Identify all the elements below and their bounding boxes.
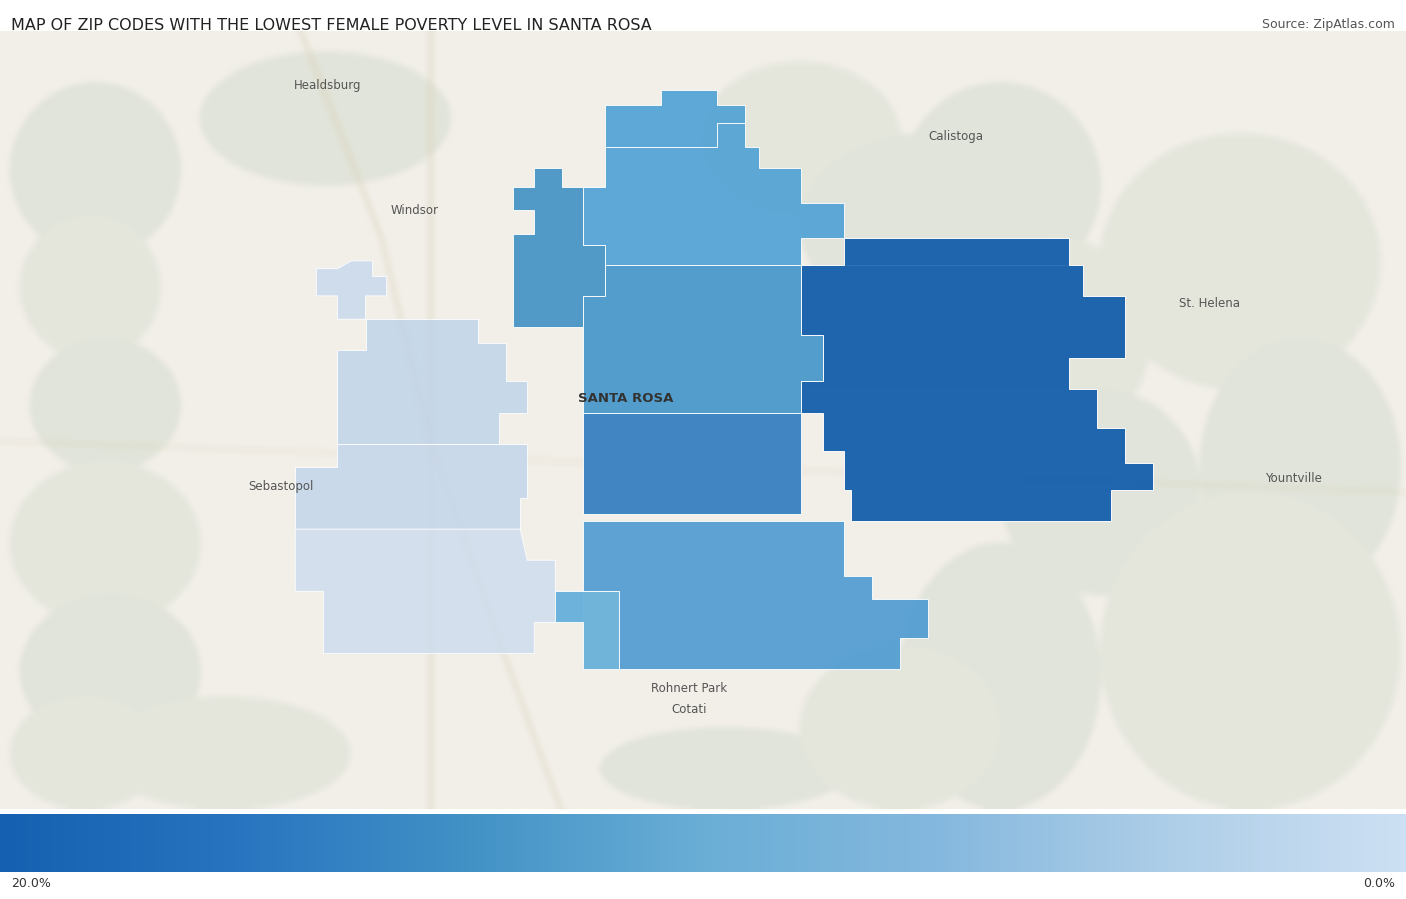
Text: St. Helena: St. Helena xyxy=(1178,298,1240,310)
Text: SANTA ROSA: SANTA ROSA xyxy=(578,392,673,405)
Polygon shape xyxy=(295,530,583,654)
Text: Healdsburg: Healdsburg xyxy=(294,79,361,93)
Polygon shape xyxy=(337,319,527,443)
Polygon shape xyxy=(583,265,823,413)
Text: Calistoga: Calistoga xyxy=(928,130,984,143)
Polygon shape xyxy=(605,90,745,147)
Text: Source: ZipAtlas.com: Source: ZipAtlas.com xyxy=(1261,18,1395,31)
Polygon shape xyxy=(801,237,1153,521)
Text: MAP OF ZIP CODES WITH THE LOWEST FEMALE POVERTY LEVEL IN SANTA ROSA: MAP OF ZIP CODES WITH THE LOWEST FEMALE … xyxy=(11,18,652,33)
Polygon shape xyxy=(513,167,605,327)
Text: 0.0%: 0.0% xyxy=(1362,877,1395,889)
Polygon shape xyxy=(801,237,1125,389)
Text: 20.0%: 20.0% xyxy=(11,877,51,889)
Text: Yountville: Yountville xyxy=(1265,472,1322,485)
Polygon shape xyxy=(295,443,527,530)
Text: Sebastopol: Sebastopol xyxy=(249,480,314,493)
Text: Cotati: Cotati xyxy=(671,703,707,717)
Text: Rohnert Park: Rohnert Park xyxy=(651,682,727,695)
Polygon shape xyxy=(583,123,844,265)
Polygon shape xyxy=(801,237,1153,521)
Polygon shape xyxy=(583,413,801,513)
Polygon shape xyxy=(583,521,928,669)
Polygon shape xyxy=(555,592,619,669)
Polygon shape xyxy=(316,261,387,319)
Text: Windsor: Windsor xyxy=(391,204,439,217)
